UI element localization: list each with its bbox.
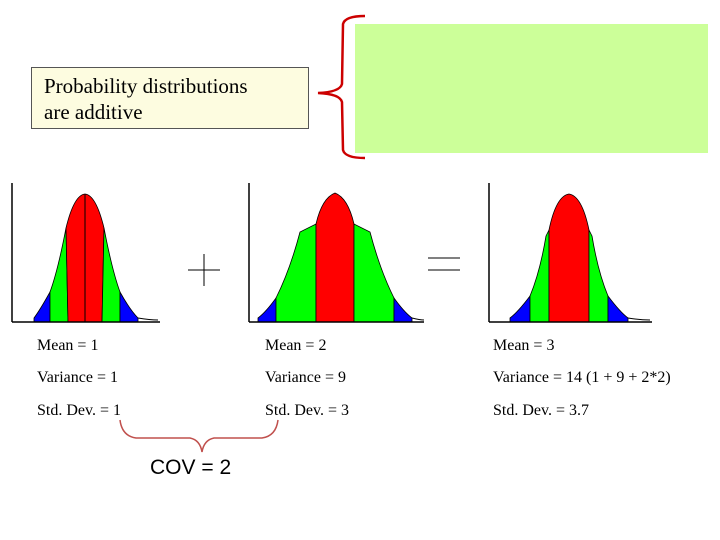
plot1-tail-right [119, 290, 139, 323]
dist3-variance: Variance = 14 (1 + 9 + 2*2) [493, 369, 671, 386]
callout-line-2: are additive [44, 100, 143, 124]
plot3-tail-line [627, 317, 651, 321]
plot2-center [315, 192, 355, 323]
plot2-tail-right [393, 296, 413, 323]
dist3-mean: Mean = 3 [493, 337, 555, 354]
callout-text: Probability distributions are additive [44, 73, 304, 125]
plot1-shoulder-left [49, 227, 69, 323]
dist2-mean: Mean = 2 [265, 337, 327, 354]
dist1-std: Std. Dev. = 1 [37, 402, 121, 419]
callout-line-1: Probability distributions [44, 74, 248, 98]
plot2-tail-line [411, 317, 425, 321]
distribution-plot-3 [488, 183, 652, 323]
dist2-variance: Variance = 9 [265, 369, 346, 386]
plot1-tail-line [137, 317, 159, 321]
plot3-shoulder-right [588, 229, 609, 323]
covariance-label: COV = 2 [150, 456, 232, 479]
plot3-tail-left [509, 294, 531, 323]
plot3-center [548, 193, 590, 323]
dist2-std: Std. Dev. = 3 [265, 402, 349, 419]
red-curly-brace [317, 14, 366, 160]
cov-bracket [119, 419, 279, 453]
green-highlight-box [355, 24, 708, 153]
plot1-tail-left [33, 290, 51, 323]
dist1-mean: Mean = 1 [37, 337, 99, 354]
distribution-plot-2 [248, 183, 425, 323]
dist3-std: Std. Dev. = 3.7 [493, 402, 589, 419]
plot2-tail-left [257, 296, 277, 323]
plus-sign [188, 254, 220, 286]
plot3-tail-right [607, 294, 629, 323]
distribution-plot-1 [11, 183, 160, 323]
dist1-variance: Variance = 1 [37, 369, 118, 386]
callout-box: Probability distributions are additive [31, 67, 309, 129]
plot1-shoulder-right [101, 227, 121, 323]
plot2-shoulder-left [275, 223, 317, 323]
plot2-shoulder-right [353, 223, 395, 323]
equals-sign [428, 257, 460, 271]
plot3-shoulder-left [529, 229, 550, 323]
